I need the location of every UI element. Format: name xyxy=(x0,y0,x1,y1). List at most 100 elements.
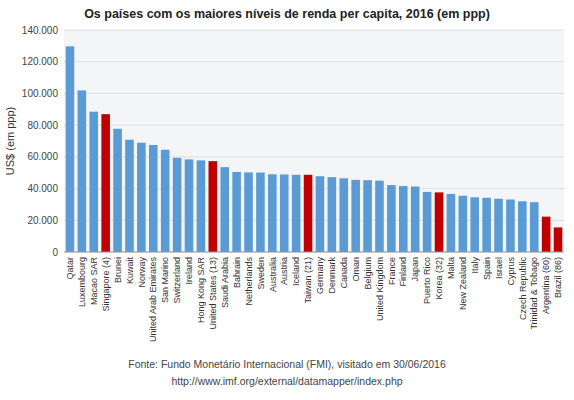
bar xyxy=(220,167,229,252)
bar xyxy=(125,140,134,252)
bar xyxy=(173,158,182,252)
bar xyxy=(244,172,253,252)
x-tick-label: Bahrain xyxy=(232,257,242,288)
x-tick-label: Czech Republic xyxy=(518,257,528,321)
bar xyxy=(268,174,277,252)
x-tick-label: Switzerland xyxy=(172,257,182,304)
annotation: http://www.imf.org/external/datamapper/i… xyxy=(171,375,402,387)
x-tick-label: Italy xyxy=(470,257,480,274)
bar xyxy=(161,150,170,252)
title: Os países com os maiores níveis de renda… xyxy=(84,7,490,21)
bar xyxy=(66,46,75,252)
x-tick-label: Belgium xyxy=(363,257,373,290)
plot-area xyxy=(64,30,564,252)
bar xyxy=(554,227,563,252)
bar xyxy=(411,187,420,252)
x-tick-label: United States (13) xyxy=(208,257,218,330)
bar xyxy=(470,197,479,252)
grid-line xyxy=(64,125,564,126)
x-axis-line xyxy=(64,252,564,253)
bar xyxy=(506,200,515,252)
x-tick-label: Australia xyxy=(268,257,278,292)
bar xyxy=(197,160,206,252)
x-tick-label: San Marino xyxy=(160,257,170,303)
x-tick-label: Macao SAR xyxy=(89,257,99,306)
x-tick-label: Japan xyxy=(410,257,420,282)
x-tick-label: Brunei xyxy=(113,257,123,283)
x-tick-label: Israel xyxy=(494,257,504,279)
x-tick-label: Luxembourg xyxy=(77,257,87,307)
grid-line xyxy=(64,61,564,62)
x-tick-label: Qatar xyxy=(65,257,75,280)
x-tick-label: Taiwan (21) xyxy=(303,257,313,304)
bar xyxy=(399,186,408,252)
x-tick-label: Ireland xyxy=(184,257,194,285)
y-tick-label: 140.000 xyxy=(22,25,59,36)
bar xyxy=(304,175,313,252)
x-ticks: QatarLuxembourgMacao SARSingapore (4)Bru… xyxy=(65,257,563,343)
bar xyxy=(209,161,218,252)
bar xyxy=(459,196,468,252)
x-tick-label: France xyxy=(387,257,397,285)
x-tick-label: Iceland xyxy=(291,257,301,286)
x-tick-label: Spain xyxy=(482,257,492,280)
y-tick-label: 100.000 xyxy=(22,88,59,99)
x-tick-label: Kuwait xyxy=(125,257,135,285)
bar xyxy=(137,143,146,252)
annotations: Fonte: Fundo Monetário Internacional (FM… xyxy=(128,358,446,387)
x-tick-label: Trinidad & Tobago xyxy=(529,257,539,330)
x-tick-label: United Kingdom xyxy=(375,257,385,321)
bar xyxy=(423,192,432,252)
x-tick-label: Argentina (60) xyxy=(541,257,551,314)
y-ticks: 0 20.000 40.000 60.000 80.000 100.000 120.000 1… xyxy=(22,25,59,258)
y-tick-label: 40.000 xyxy=(27,183,58,194)
x-tick-label: Norway xyxy=(137,257,147,288)
bar xyxy=(518,201,527,252)
x-tick-label: Germany xyxy=(315,257,325,295)
annotation: Fonte: Fundo Monetário Internacional (FM… xyxy=(128,358,446,370)
bar xyxy=(256,173,265,252)
bar xyxy=(435,192,444,252)
x-tick-label: Hong Kong SAR xyxy=(196,257,206,324)
bar xyxy=(351,180,360,252)
bar xyxy=(89,112,98,252)
x-tick-label: Brazil (86) xyxy=(553,257,563,298)
y-tick-label: 60.000 xyxy=(27,151,58,162)
x-tick-label: Sweden xyxy=(256,257,266,290)
x-tick-label: Puerto Rico xyxy=(422,257,432,304)
y-tick-label: 0 xyxy=(52,247,58,258)
bar xyxy=(339,178,348,252)
bar xyxy=(78,90,87,252)
bar xyxy=(387,185,396,252)
bar xyxy=(447,194,456,252)
bar xyxy=(185,159,194,252)
x-tick-label: Korea (32) xyxy=(434,257,444,300)
bar xyxy=(101,114,110,252)
bar xyxy=(292,175,301,252)
y-axis-label: US$ (em ppp) xyxy=(4,107,16,175)
bar xyxy=(363,180,372,252)
bar xyxy=(494,199,503,252)
bar xyxy=(542,217,551,252)
grid-line xyxy=(64,252,564,253)
x-tick-label: Austria xyxy=(279,257,289,285)
bar xyxy=(280,174,289,252)
bar xyxy=(328,177,337,252)
x-tick-label: New Zealand xyxy=(458,257,468,310)
grid xyxy=(64,30,564,252)
x-tick-label: Cyprus xyxy=(506,257,516,286)
y-tick-label: 120.000 xyxy=(22,56,59,67)
x-tick-label: Canada xyxy=(339,257,349,289)
bar xyxy=(113,129,122,252)
x-tick-label: United Arab Emirates xyxy=(148,257,158,343)
y-tick-label: 80.000 xyxy=(27,120,58,131)
chart: Os países com os maiores níveis de renda… xyxy=(0,0,574,400)
bar xyxy=(149,145,158,252)
bar xyxy=(316,176,325,252)
grid-line xyxy=(64,30,564,31)
bar xyxy=(482,198,491,252)
x-tick-label: Malta xyxy=(446,257,456,279)
x-tick-label: Oman xyxy=(351,257,361,282)
y-tick-label: 20.000 xyxy=(27,215,58,226)
x-tick-label: Netherlands xyxy=(244,257,254,306)
